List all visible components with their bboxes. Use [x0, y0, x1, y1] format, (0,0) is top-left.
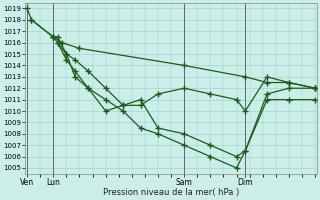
X-axis label: Pression niveau de la mer( hPa ): Pression niveau de la mer( hPa ) [103, 188, 239, 197]
